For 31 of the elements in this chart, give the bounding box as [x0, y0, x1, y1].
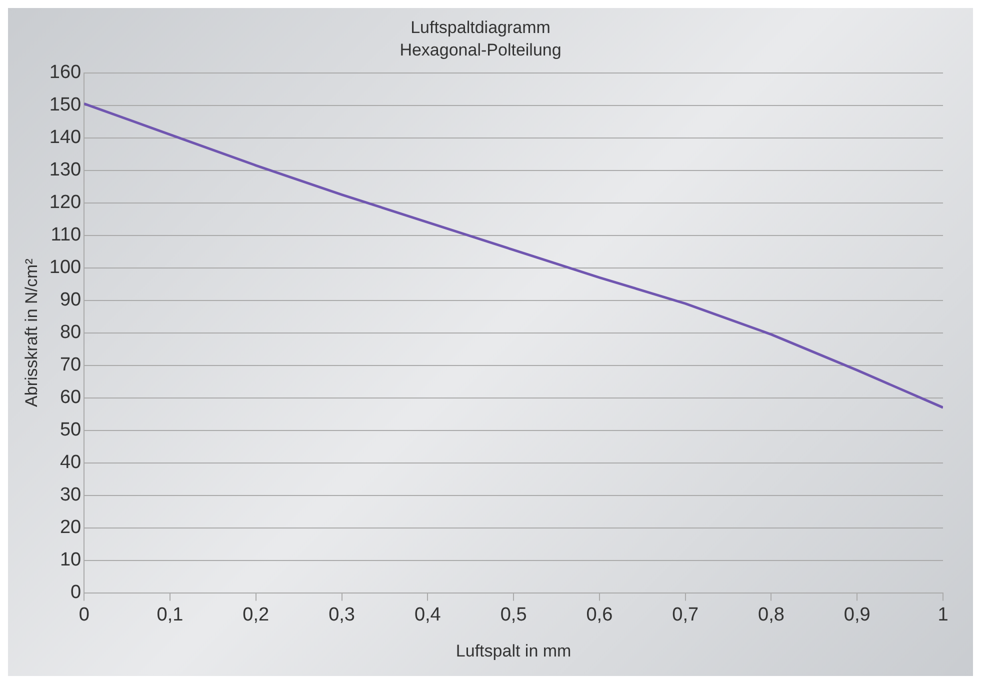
y-tick-label: 110	[50, 224, 82, 246]
y-tick-label: 130	[49, 160, 82, 181]
x-tick-label: 0,8	[758, 604, 784, 626]
x-tick-label: 0,2	[242, 604, 270, 626]
y-tick-label: 0	[70, 582, 82, 604]
y-tick-label: 40	[60, 452, 82, 474]
x-tick-label: 0,5	[500, 604, 527, 626]
x-tick-label: 1	[938, 604, 948, 626]
chart-title: Luftspaltdiagramm	[410, 18, 550, 37]
x-tick-label: 0,3	[328, 604, 355, 626]
y-tick-label: 150	[49, 94, 82, 116]
chart-subtitle: Hexagonal-Polteilung	[400, 40, 562, 60]
x-axis-title: Luftspalt in mm	[456, 641, 572, 660]
y-tick-label: 10	[60, 550, 82, 571]
y-tick-label: 60	[60, 387, 82, 408]
y-tick-label: 160	[49, 62, 82, 84]
y-tick-label: 30	[60, 484, 82, 506]
y-tick-label: 120	[49, 192, 82, 214]
y-tick-label: 140	[49, 127, 82, 148]
x-tick-label: 0,7	[672, 604, 699, 626]
x-tick-label: 0,6	[586, 604, 613, 626]
y-tick-label: 50	[60, 420, 82, 441]
x-tick-label: 0,9	[844, 604, 870, 626]
y-tick-label: 80	[60, 322, 82, 344]
y-tick-label: 100	[49, 257, 82, 278]
y-tick-label: 20	[60, 517, 82, 538]
x-tick-label: 0,1	[156, 604, 184, 626]
y-tick-label: 70	[60, 354, 82, 376]
y-axis-title: Abrisskraft in N/cm²	[22, 258, 41, 407]
x-tick-label: 0,4	[414, 604, 442, 626]
y-tick-label: 90	[60, 290, 82, 311]
